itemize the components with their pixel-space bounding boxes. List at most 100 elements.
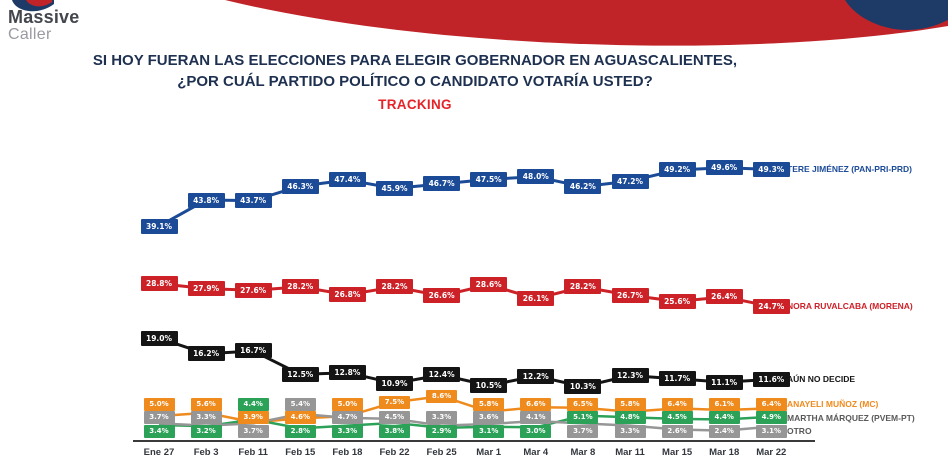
data-label-nora-ruvalcaba-11: 26.7% (611, 287, 649, 303)
x-axis-label-1: Ene 27 (143, 447, 175, 458)
data-label-otro-12: 2.6% (661, 424, 693, 438)
data-label-anayeli-munoz-12: 6.4% (661, 397, 693, 411)
data-label-tere-jimenez-7: 46.7% (423, 176, 461, 192)
data-label-martha-marquez-4: 2.8% (284, 424, 316, 438)
data-label-anayeli-munoz-9: 6.6% (520, 397, 552, 411)
x-axis-label-8: Mar 1 (476, 447, 502, 458)
legend-aun-no-decide: AÚN NO DECIDE (787, 374, 856, 385)
data-label-anayeli-munoz-10: 6.5% (567, 397, 599, 411)
x-axis-label-5: Feb 18 (332, 447, 363, 458)
data-label-otro-10: 3.7% (567, 424, 599, 438)
data-label-otro-6: 4.5% (379, 411, 410, 424)
page-title: SI HOY FUERAN LAS ELECCIONES PARA ELEGIR… (10, 50, 820, 112)
data-label-martha-marquez-3: 4.4% (237, 397, 269, 411)
data-label-tere-jimenez-2: 43.8% (187, 192, 225, 208)
data-label-aun-no-decide-1: 19.0% (140, 330, 178, 346)
data-label-aun-no-decide-10: 10.3% (564, 379, 602, 395)
legend-martha-marquez: MARTHA MÁRQUEZ (PVEM-PT) (787, 412, 915, 423)
data-label-nora-ruvalcaba-1: 28.8% (140, 276, 178, 292)
question-line-1: SI HOY FUERAN LAS ELECCIONES PARA ELEGIR… (92, 52, 738, 69)
x-axis-line (133, 440, 815, 442)
data-label-nora-ruvalcaba-12: 25.6% (658, 293, 696, 309)
data-label-otro-13: 2.4% (708, 424, 740, 438)
data-label-tere-jimenez-4: 46.3% (281, 178, 319, 194)
data-label-otro-3: 3.7% (237, 424, 269, 438)
data-label-nora-ruvalcaba-7: 26.6% (423, 288, 461, 304)
data-label-nora-ruvalcaba-5: 26.8% (328, 287, 366, 303)
data-label-aun-no-decide-14: 11.6% (752, 371, 790, 387)
data-label-martha-marquez-1: 3.4% (143, 424, 175, 438)
data-label-otro-7: 3.3% (426, 411, 458, 424)
data-label-aun-no-decide-11: 12.3% (611, 367, 649, 383)
tracking-subtitle: TRACKING (378, 97, 452, 112)
legend-otro: OTRO (787, 426, 812, 436)
data-label-martha-marquez-11: 4.8% (614, 411, 646, 424)
data-label-aun-no-decide-5: 12.8% (328, 365, 366, 381)
logo-text-massive: Massive (8, 7, 80, 27)
data-label-aun-no-decide-9: 12.2% (517, 368, 555, 384)
data-label-tere-jimenez-1: 39.1% (140, 218, 178, 234)
data-label-nora-ruvalcaba-13: 26.4% (705, 289, 743, 305)
data-label-aun-no-decide-12: 11.7% (658, 371, 696, 387)
data-label-tere-jimenez-3: 43.7% (234, 193, 272, 209)
data-label-nora-ruvalcaba-9: 26.1% (517, 291, 555, 307)
x-axis-label-13: Mar 18 (709, 447, 740, 458)
data-label-otro-4: 5.4% (284, 397, 316, 411)
data-label-martha-marquez-10: 5.1% (567, 411, 599, 424)
x-axis-label-4: Feb 15 (285, 447, 316, 458)
x-axis-label-10: Mar 8 (570, 447, 596, 458)
data-label-martha-marquez-8: 3.1% (473, 424, 505, 438)
x-axis-label-11: Mar 11 (615, 447, 645, 458)
data-label-martha-marquez-9: 3.0% (520, 424, 552, 438)
data-label-aun-no-decide-3: 16.7% (234, 343, 272, 359)
data-label-aun-no-decide-2: 16.2% (187, 346, 225, 362)
x-axis-label-9: Mar 4 (523, 447, 549, 458)
data-label-aun-no-decide-8: 10.5% (470, 378, 508, 393)
x-axis-label-12: Mar 15 (662, 447, 693, 458)
data-label-anayeli-munoz-14: 6.4% (755, 397, 787, 411)
x-axis-label-6: Feb 22 (379, 447, 410, 458)
data-label-anayeli-munoz-4: 4.6% (284, 411, 316, 424)
legend-nora-ruvalcaba: NORA RUVALCABA (MORENA) (787, 301, 913, 312)
data-label-otro-5: 4.7% (331, 411, 363, 424)
data-label-tere-jimenez-13: 49.6% (705, 160, 743, 176)
data-label-otro-2: 3.3% (190, 411, 222, 424)
x-axis-label-2: Feb 3 (193, 447, 219, 458)
data-label-anayeli-munoz-11: 5.8% (614, 397, 646, 411)
data-label-tere-jimenez-12: 49.2% (658, 162, 696, 178)
data-label-nora-ruvalcaba-6: 28.2% (376, 279, 413, 295)
data-label-anayeli-munoz-1: 5.0% (143, 397, 175, 411)
legend-tere-jimenez: TERE JIMÉNEZ (PAN-PRI-PRD) (787, 164, 912, 175)
data-label-tere-jimenez-8: 47.5% (470, 171, 508, 187)
data-label-tere-jimenez-6: 45.9% (376, 180, 413, 196)
data-label-tere-jimenez-11: 47.2% (611, 173, 649, 189)
x-axis-label-7: Feb 25 (426, 447, 457, 458)
data-label-anayeli-munoz-8: 5.8% (473, 397, 505, 411)
data-label-martha-marquez-14: 4.9% (755, 411, 787, 424)
data-label-anayeli-munoz-13: 6.1% (708, 397, 740, 411)
data-label-otro-14: 3.1% (755, 424, 787, 438)
data-label-aun-no-decide-4: 12.5% (281, 366, 319, 382)
data-label-nora-ruvalcaba-3: 27.6% (234, 282, 272, 298)
data-label-nora-ruvalcaba-14: 24.7% (752, 298, 790, 314)
x-axis-label-3: Feb 11 (238, 447, 268, 458)
data-label-otro-8: 3.6% (473, 411, 505, 424)
data-label-anayeli-munoz-3: 3.9% (237, 411, 269, 424)
data-label-otro-11: 3.3% (614, 424, 646, 438)
data-label-anayeli-munoz-5: 5.0% (331, 397, 363, 411)
data-label-tere-jimenez-9: 48.0% (517, 169, 555, 185)
data-label-aun-no-decide-6: 10.9% (376, 375, 413, 391)
data-label-nora-ruvalcaba-4: 28.2% (281, 279, 319, 295)
data-label-tere-jimenez-14: 49.3% (752, 161, 790, 177)
data-label-tere-jimenez-5: 47.4% (328, 172, 366, 188)
massive-caller-logo: Massive Caller (8, 8, 79, 44)
data-label-otro-9: 4.1% (520, 411, 552, 424)
data-label-anayeli-munoz-6: 7.5% (379, 395, 410, 409)
data-label-martha-marquez-6: 3.8% (379, 424, 410, 438)
x-axis-label-14: Mar 22 (756, 447, 787, 458)
data-label-nora-ruvalcaba-2: 27.9% (187, 281, 225, 297)
data-label-nora-ruvalcaba-10: 28.2% (564, 279, 602, 295)
data-label-martha-marquez-12: 4.5% (661, 411, 693, 424)
